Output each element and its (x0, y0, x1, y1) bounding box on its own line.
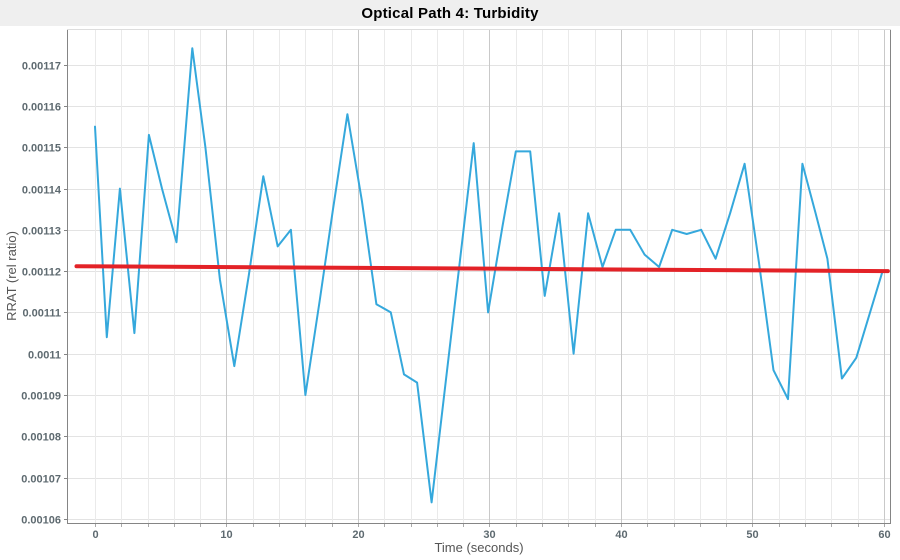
x-tick-label: 60 (878, 529, 890, 541)
grid-layer (68, 30, 890, 523)
x-tick-label: 30 (483, 529, 495, 541)
series-rrat-signal (94, 47, 884, 504)
x-axis-label: Time (seconds) (434, 540, 524, 555)
y-tick-label: 0.00109 (21, 391, 61, 403)
series-layer (74, 47, 890, 504)
y-tick-label: 0.00117 (22, 61, 61, 73)
x-tick-label: 10 (220, 529, 232, 541)
series-trend-line (74, 264, 890, 274)
chart-title-band: Optical Path 4: Turbidity (0, 0, 900, 26)
x-tick-label: 50 (746, 529, 758, 541)
y-tick-label: 0.00112 (22, 267, 61, 279)
y-tick-label: 0.00111 (22, 308, 61, 320)
y-axis-label: RRAT (rel ratio) (4, 231, 19, 321)
axes-layer: 0.00106 0.00107 0.00108 0.00109 0.0011 0.0011… (21, 29, 891, 541)
y-tick-label: 0.00116 (22, 102, 61, 114)
y-tick-label: 0.00106 (21, 515, 61, 527)
y-tick-label: 0.0011 (28, 350, 61, 362)
x-tick-label: 0 (92, 529, 98, 541)
y-tick-label: 0.00113 (22, 226, 61, 238)
x-tick-label: 40 (615, 529, 627, 541)
chart-title: Optical Path 4: Turbidity (361, 4, 539, 22)
x-tick-label: 20 (352, 529, 364, 541)
y-tick-label: 0.00108 (21, 432, 61, 444)
y-tick-label: 0.00114 (22, 185, 62, 197)
y-tick-label: 0.00115 (22, 143, 61, 155)
y-tick-label: 0.00107 (21, 474, 61, 486)
